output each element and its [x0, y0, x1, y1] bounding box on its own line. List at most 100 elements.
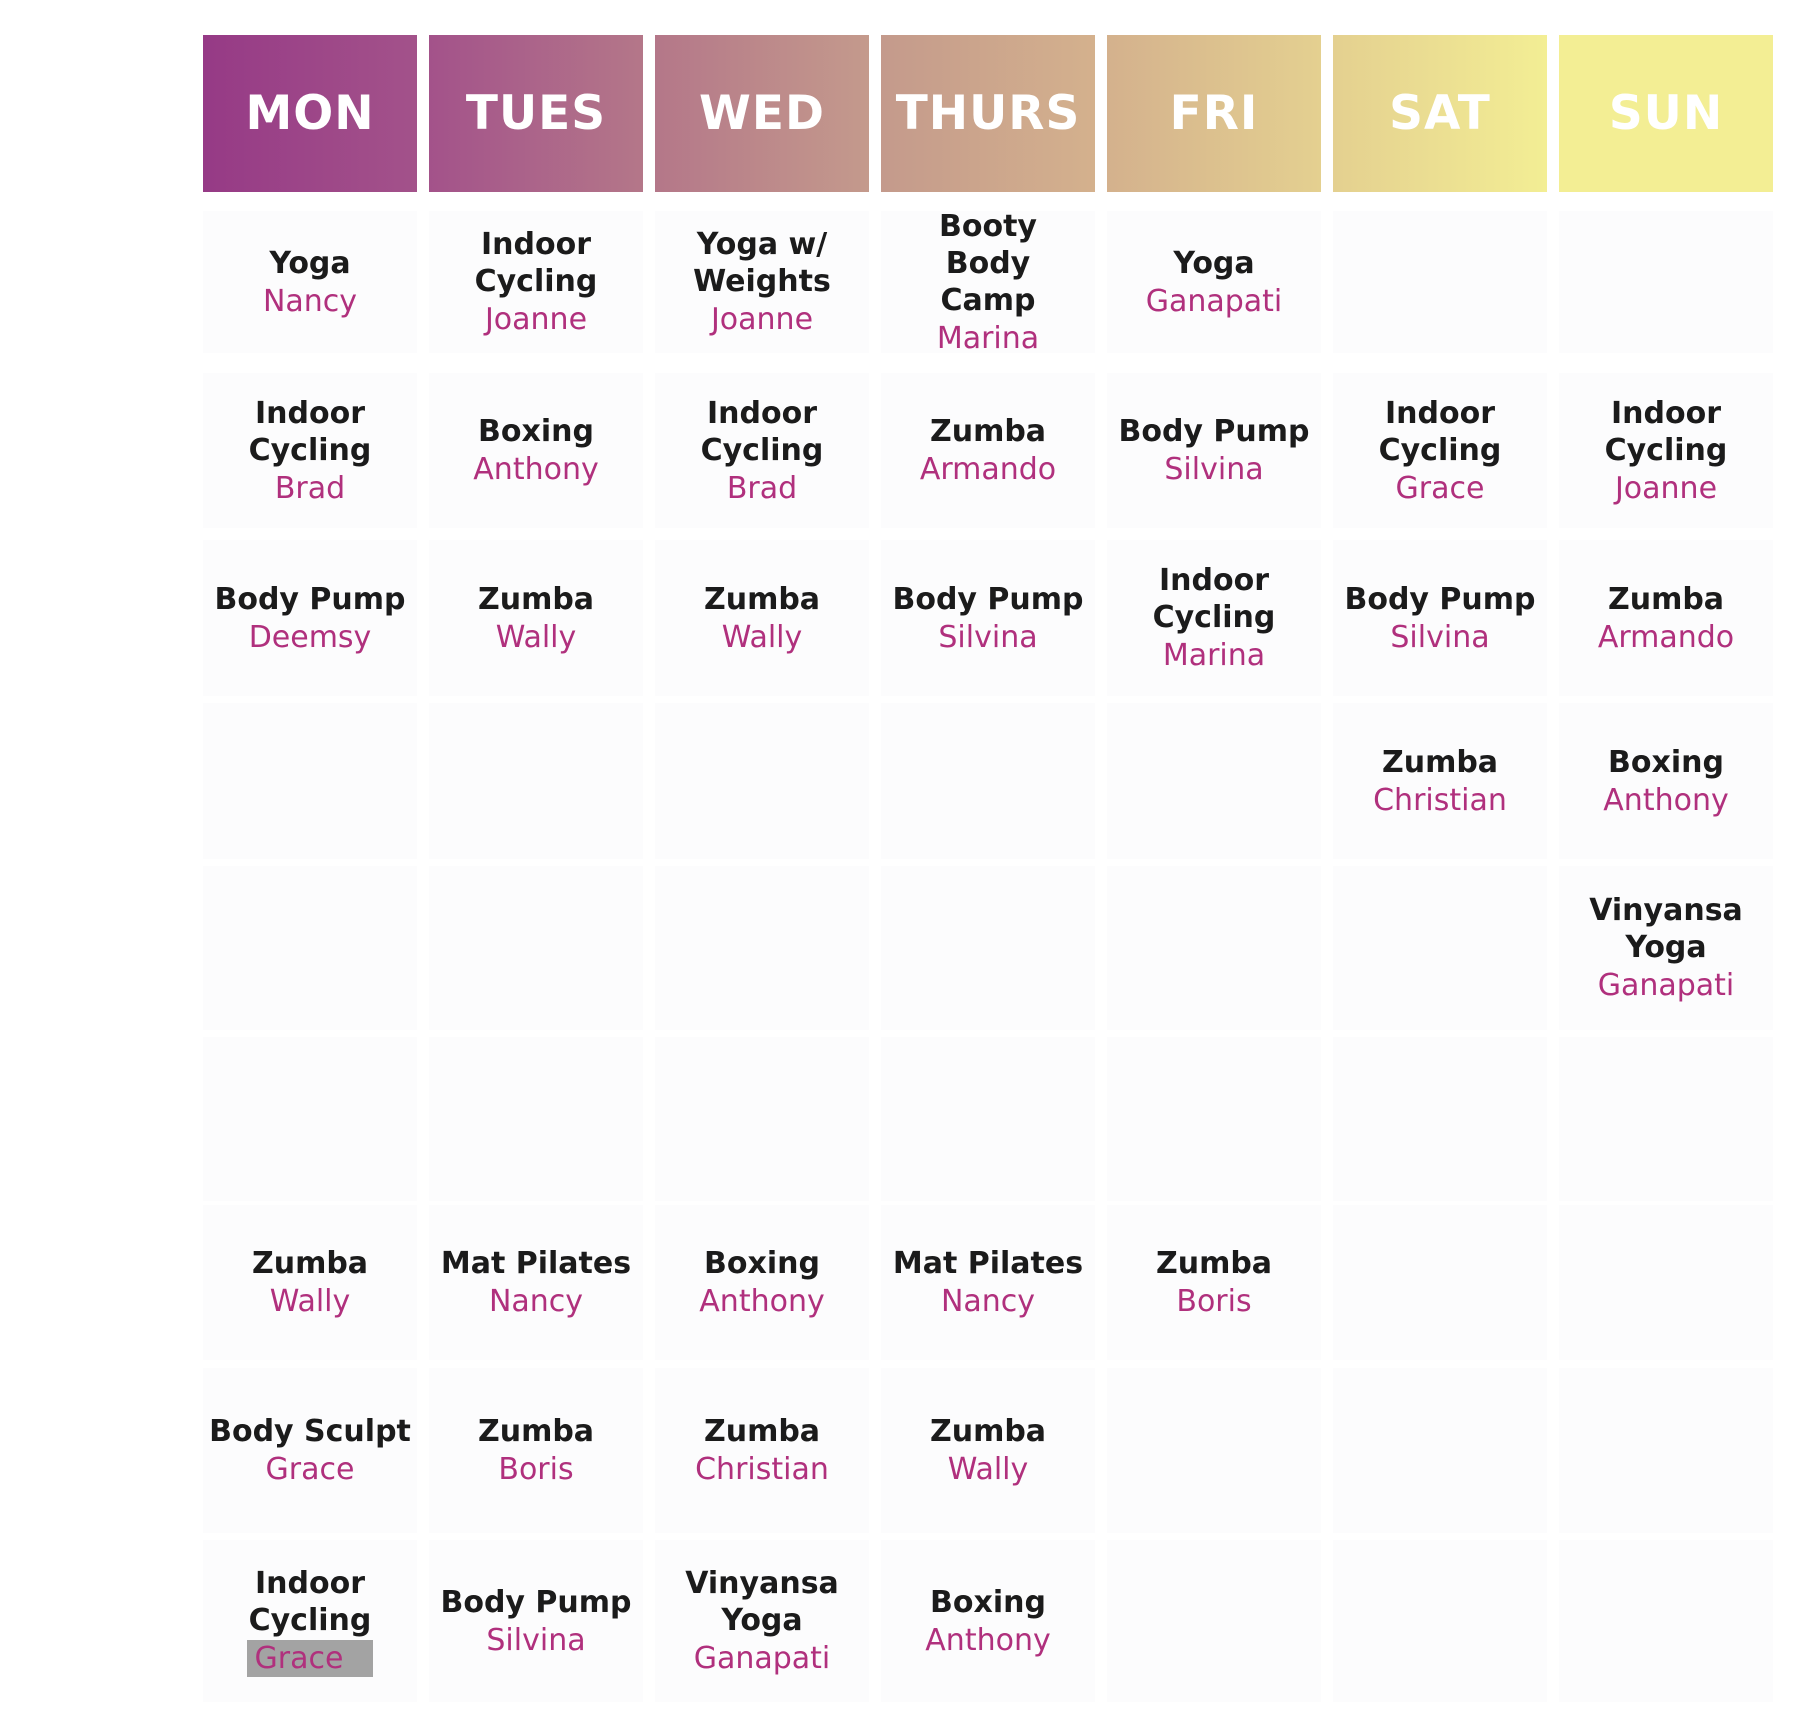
class-slot: Body Pump Deemsy	[203, 540, 417, 696]
instructor-name: Armando	[919, 452, 1057, 487]
empty-slot	[881, 703, 1095, 859]
instructor-name: Brad	[274, 470, 346, 506]
day-header-wed: WED	[655, 35, 869, 192]
class-name: Zumba	[703, 1414, 821, 1449]
instructor-name: Anthony	[699, 1284, 825, 1319]
class-name: Vinyansa Yoga	[1589, 893, 1743, 965]
empty-slot	[1559, 1368, 1773, 1533]
instructor-name: Nancy	[488, 1284, 584, 1319]
class-name: Boxing	[704, 1246, 820, 1281]
class-slot: Zumba Boris	[429, 1368, 643, 1533]
empty-slot	[1559, 1037, 1773, 1201]
empty-slot	[429, 1037, 643, 1201]
empty-slot	[1107, 1368, 1321, 1533]
class-slot: Boxing Anthony	[881, 1540, 1095, 1702]
instructor-name: Grace	[1395, 470, 1485, 506]
class-slot: Zumba Christian	[655, 1368, 869, 1533]
instructor-name: Wally	[721, 619, 803, 655]
class-slot: Zumba Boris	[1107, 1205, 1321, 1360]
instructor-name: Silvina	[1164, 452, 1264, 487]
instructor-name: Brad	[726, 470, 798, 506]
empty-slot	[1107, 1037, 1321, 1201]
class-name: Body Pump	[1344, 581, 1536, 617]
class-slot: Zumba Armando	[1559, 540, 1773, 696]
empty-slot	[429, 866, 643, 1030]
instructor-name: Ganapati	[1145, 283, 1283, 319]
class-slot: Mat Pilates Nancy	[881, 1205, 1095, 1360]
instructor-name: Ganapati	[1597, 968, 1735, 1003]
class-slot: Body Sculpt Grace	[203, 1368, 417, 1533]
instructor-name: Nancy	[262, 283, 358, 319]
class-name: Boxing	[930, 1584, 1046, 1620]
instructor-name: Nancy	[940, 1284, 1036, 1319]
empty-slot	[1559, 1205, 1773, 1360]
class-name: Yoga	[1173, 245, 1255, 281]
class-name: Body Pump	[1118, 414, 1310, 449]
empty-slot	[203, 703, 417, 859]
empty-slot	[655, 1037, 869, 1201]
day-header-sat: SAT	[1333, 35, 1547, 192]
class-name: Indoor Cycling	[248, 395, 372, 468]
empty-slot	[203, 866, 417, 1030]
day-header-sun: SUN	[1559, 35, 1773, 192]
class-name: Indoor Cycling	[700, 395, 824, 468]
instructor-name: Silvina	[486, 1622, 586, 1658]
class-name: Indoor Cycling	[248, 1566, 372, 1638]
class-slot: Vinyansa Yoga Ganapati	[1559, 866, 1773, 1030]
day-header-mon: MON	[203, 35, 417, 192]
class-slot: Yoga Ganapati	[1107, 211, 1321, 353]
empty-slot	[881, 1037, 1095, 1201]
class-slot: Booty Body Camp Marina	[881, 209, 1095, 356]
class-name: Zumba	[1607, 581, 1725, 617]
instructor-name: Silvina	[1390, 619, 1490, 655]
class-name: Body Pump	[214, 581, 406, 617]
class-name: Indoor Cycling	[1378, 395, 1502, 468]
class-slot: Yoga w/ Weights Joanne	[655, 211, 869, 353]
class-slot: Body Pump Silvina	[429, 1540, 643, 1702]
empty-slot	[1559, 211, 1773, 353]
class-name: Indoor Cycling	[474, 227, 598, 299]
class-name: Zumba	[477, 581, 595, 617]
class-slot: Indoor Cycling Grace	[1333, 373, 1547, 528]
day-header-thurs: THURS	[881, 35, 1095, 192]
class-name: Zumba	[929, 1414, 1047, 1449]
class-slot: Yoga Nancy	[203, 211, 417, 353]
class-slot: Zumba Armando	[881, 373, 1095, 528]
instructor-name: Grace	[265, 1452, 355, 1487]
day-header-fri: FRI	[1107, 35, 1321, 192]
empty-slot	[203, 1037, 417, 1201]
class-slot: Vinyansa Yoga Ganapati	[655, 1540, 869, 1702]
class-name: Zumba	[477, 1414, 595, 1449]
class-slot: Zumba Wally	[655, 540, 869, 696]
empty-slot	[1107, 703, 1321, 859]
instructor-name: Silvina	[938, 619, 1038, 655]
instructor-name: Boris	[498, 1452, 574, 1487]
empty-slot	[1333, 1205, 1547, 1360]
class-slot: Indoor Cycling Brad	[203, 373, 417, 528]
instructor-name: Marina	[1162, 638, 1266, 673]
class-name: Indoor Cycling	[1152, 563, 1276, 635]
class-slot: Indoor Cycling Joanne	[1559, 373, 1773, 528]
class-slot: Body Pump Silvina	[881, 540, 1095, 696]
empty-slot	[655, 703, 869, 859]
empty-slot	[1333, 1368, 1547, 1533]
instructor-name: Wally	[269, 1284, 351, 1319]
class-name: Yoga w/ Weights	[693, 227, 831, 299]
instructor-name: Christian	[695, 1452, 829, 1487]
class-name: Vinyansa Yoga	[685, 1566, 839, 1638]
class-name: Zumba	[1155, 1246, 1273, 1281]
instructor-name: Joanne	[710, 302, 814, 337]
class-slot: Zumba Wally	[429, 540, 643, 696]
instructor-name: Boris	[1176, 1284, 1252, 1319]
class-name: Body Sculpt	[209, 1414, 411, 1449]
instructor-name: Joanne	[484, 302, 588, 337]
class-slot: Zumba Wally	[881, 1368, 1095, 1533]
class-slot: Boxing Anthony	[429, 373, 643, 528]
class-name: Indoor Cycling	[1604, 395, 1728, 468]
class-slot: Mat Pilates Nancy	[429, 1205, 643, 1360]
class-slot: Zumba Wally	[203, 1205, 417, 1360]
class-slot: Boxing Anthony	[1559, 703, 1773, 859]
empty-slot	[1107, 866, 1321, 1030]
class-name: Mat Pilates	[892, 1246, 1084, 1281]
